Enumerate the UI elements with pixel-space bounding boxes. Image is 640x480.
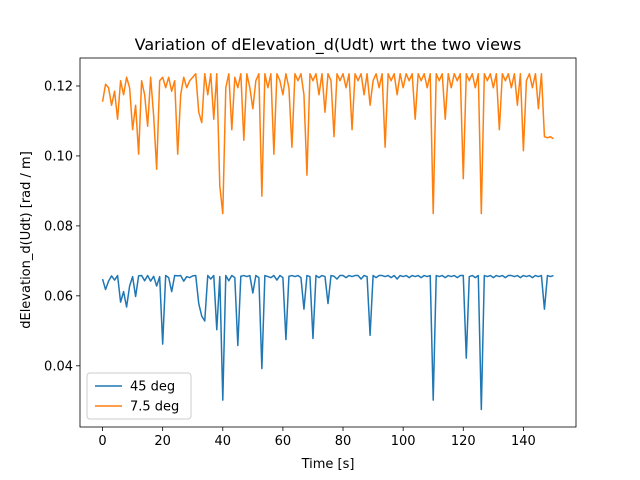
legend-box (86, 372, 192, 420)
y-axis-label: dElevation_d(Udt) [rad / m] (19, 151, 34, 329)
x-tick-label: 80 (335, 434, 352, 449)
x-tick-label: 100 (391, 434, 416, 449)
y-tick-label: 0.08 (44, 219, 73, 234)
x-axis-label: Time [s] (301, 457, 355, 472)
y-axis: 0.04 0.06 0.08 0.10 0.12 (44, 79, 80, 374)
legend: 45 deg 7.5 deg (86, 372, 192, 420)
plot-frame (79, 57, 577, 428)
x-tick-label: 120 (451, 434, 476, 449)
series-line-0 (101, 274, 554, 411)
x-tick-label: 40 (215, 434, 232, 449)
y-tick-label: 0.12 (44, 79, 73, 94)
x-tick-label: 140 (511, 434, 536, 449)
legend-label-1: 7.5 deg (130, 400, 179, 415)
y-tick-label: 0.10 (44, 149, 73, 164)
series-line-1 (101, 72, 554, 215)
y-tick-label: 0.06 (44, 289, 73, 304)
x-tick-label: 60 (275, 434, 292, 449)
chart-title: Variation of dElevation_d(Udt) wrt the t… (135, 35, 522, 55)
y-tick-label: 0.04 (44, 359, 73, 374)
legend-label-0: 45 deg (130, 380, 175, 395)
x-axis: 0 20 40 60 80 100 120 140 (98, 427, 536, 449)
x-tick-label: 0 (98, 434, 106, 449)
x-tick-label: 20 (154, 434, 171, 449)
plot-area (79, 57, 577, 428)
